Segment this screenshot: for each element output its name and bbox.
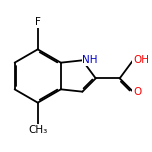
- Text: NH: NH: [82, 55, 98, 65]
- Text: CH₃: CH₃: [28, 125, 47, 135]
- Text: OH: OH: [133, 55, 149, 65]
- Text: O: O: [133, 87, 141, 97]
- Text: F: F: [35, 17, 41, 27]
